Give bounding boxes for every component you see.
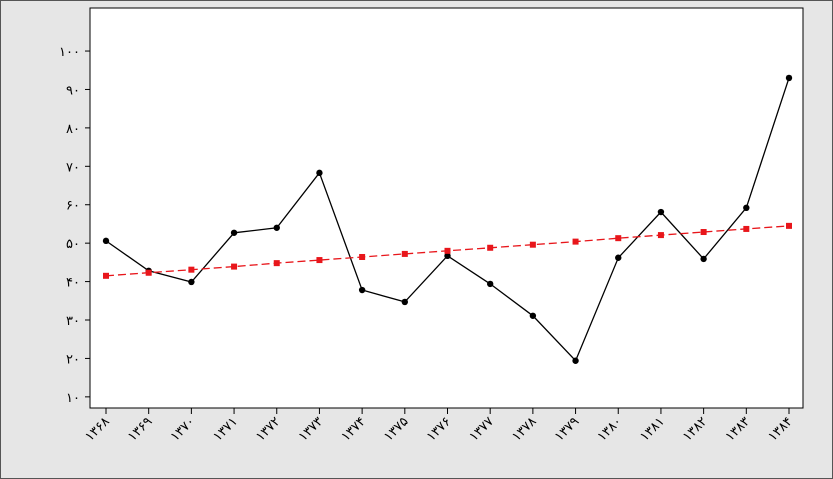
point [188, 266, 195, 273]
point [231, 263, 238, 270]
point [572, 238, 579, 245]
y-tick-label: ۷۰ [66, 160, 80, 175]
y-tick-label: ۹۰ [66, 83, 80, 98]
point [486, 280, 494, 288]
point [786, 222, 792, 229]
point [273, 224, 280, 231]
point [700, 255, 707, 263]
point [358, 286, 366, 294]
point [657, 232, 664, 239]
point [572, 357, 579, 364]
point [316, 169, 323, 177]
point [743, 225, 750, 232]
y-tick-label: ۱۰۰ [59, 45, 80, 60]
point [359, 253, 366, 260]
point [316, 257, 323, 264]
point [743, 204, 750, 212]
point [103, 272, 109, 279]
plot-area [89, 7, 804, 409]
point [615, 254, 622, 261]
point [102, 237, 110, 245]
y-tick-label: ۱۰ [66, 391, 80, 406]
point [529, 241, 536, 248]
point [145, 269, 152, 276]
y-tick-label: ۴۰ [66, 276, 80, 291]
point [401, 298, 409, 306]
point [230, 229, 238, 236]
point [487, 244, 494, 251]
point [700, 229, 707, 236]
y-tick-label: ۲۰ [66, 352, 80, 367]
point [401, 250, 408, 257]
y-tick-label: ۳۰ [66, 314, 80, 329]
y-tick-label: ۶۰ [66, 199, 80, 214]
point [657, 208, 665, 216]
point [188, 278, 195, 286]
point [444, 247, 451, 254]
y-tick-label: ۸۰ [66, 122, 80, 137]
point [444, 252, 451, 260]
point [785, 74, 793, 82]
point [615, 235, 622, 242]
y-tick-label: ۵۰ [66, 237, 80, 252]
point [529, 312, 537, 319]
point [273, 260, 280, 267]
